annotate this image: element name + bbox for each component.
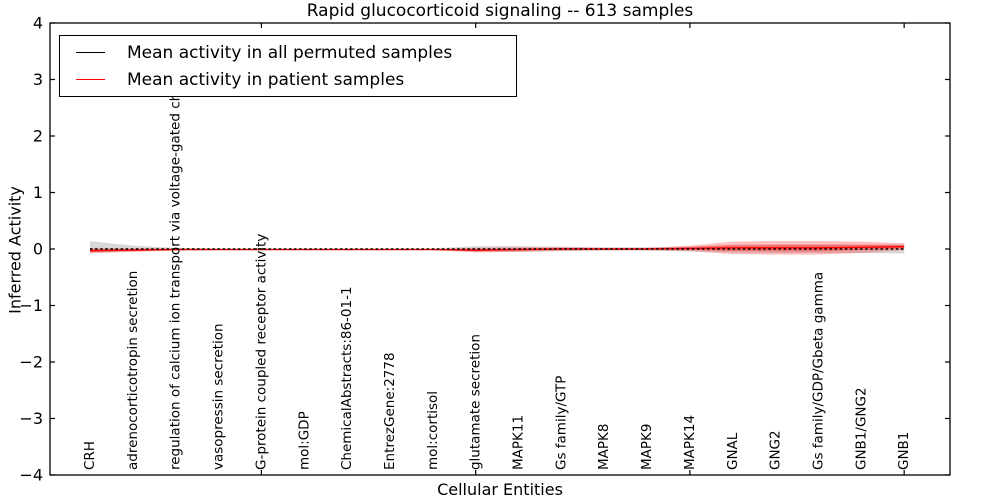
y-tick-label: 2 (33, 127, 43, 146)
x-category-label: Gs family/GDP/Gbeta gamma (810, 272, 826, 470)
y-tick-label: 0 (33, 240, 43, 259)
y-tick-label: −3 (19, 409, 43, 428)
x-category-label: ChemicalAbstracts:86-01-1 (339, 286, 355, 470)
y-tick-label: −4 (19, 466, 43, 485)
legend-item-permuted: Mean activity in all permuted samples (60, 39, 516, 66)
legend-item-patient: Mean activity in patient samples (60, 66, 516, 93)
x-category-label: vasopressin secretion (211, 323, 227, 470)
x-axis-label: Cellular Entities (437, 480, 563, 499)
y-tick-label: −1 (19, 296, 43, 315)
chart-title: Rapid glucocorticoid signaling -- 613 sa… (306, 1, 694, 21)
x-category-label: MAPK11 (511, 415, 527, 470)
x-category-label: mol:GDP (296, 411, 312, 470)
y-axis-label: Inferred Activity (5, 186, 25, 314)
legend: Mean activity in all permuted samples Me… (59, 35, 517, 97)
x-category-label: GNB1/GNG2 (853, 387, 869, 470)
series-line-patient (89, 246, 905, 252)
x-category-label: glutamate secretion (468, 334, 484, 470)
x-category-label: G-protein coupled receptor activity (253, 234, 269, 470)
legend-label-patient: Mean activity in patient samples (127, 69, 405, 90)
band-permuted-range (90, 241, 905, 254)
x-category-label: GNAL (725, 432, 741, 470)
x-category-label: GNG2 (768, 430, 784, 470)
patient-line-sample-icon (76, 79, 105, 80)
x-category-label: adrenocorticotropin secretion (125, 271, 141, 470)
x-category-label: MAPK9 (639, 424, 655, 470)
y-tick-label: 3 (33, 70, 43, 89)
x-category-label: MAPK14 (682, 415, 698, 470)
y-tick-label: 1 (33, 183, 43, 202)
x-category-label: CRH (82, 441, 98, 470)
y-tick-label: −2 (19, 353, 43, 372)
x-category-label: GNB1 (896, 432, 912, 470)
x-category-label: EntrezGene:2778 (382, 352, 398, 470)
x-category-label: regulation of calcium ion transport via … (168, 48, 184, 470)
legend-label-permuted: Mean activity in all permuted samples (127, 42, 453, 63)
band-patient-range-outer (90, 241, 905, 255)
x-category-label: Gs family/GTP (553, 376, 569, 470)
y-tick-label: 4 (33, 14, 43, 33)
x-category-label: MAPK8 (596, 424, 612, 470)
x-category-label: mol:cortisol (425, 391, 441, 470)
permuted-line-sample-icon (76, 52, 105, 53)
